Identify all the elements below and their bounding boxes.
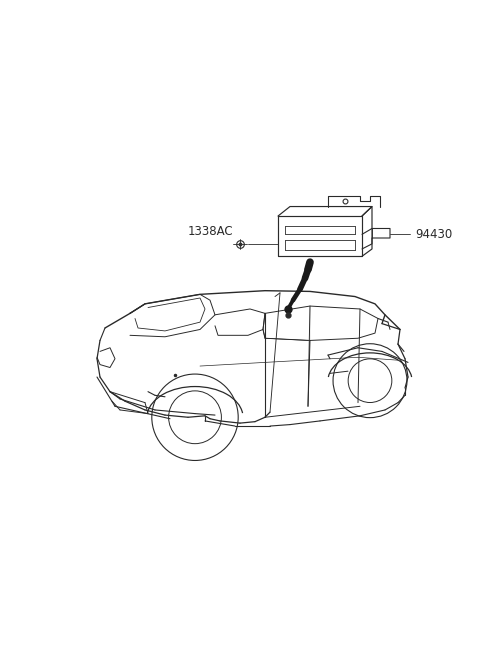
Text: 94430: 94430 [415, 228, 452, 241]
Text: 1338AC: 1338AC [187, 225, 233, 238]
